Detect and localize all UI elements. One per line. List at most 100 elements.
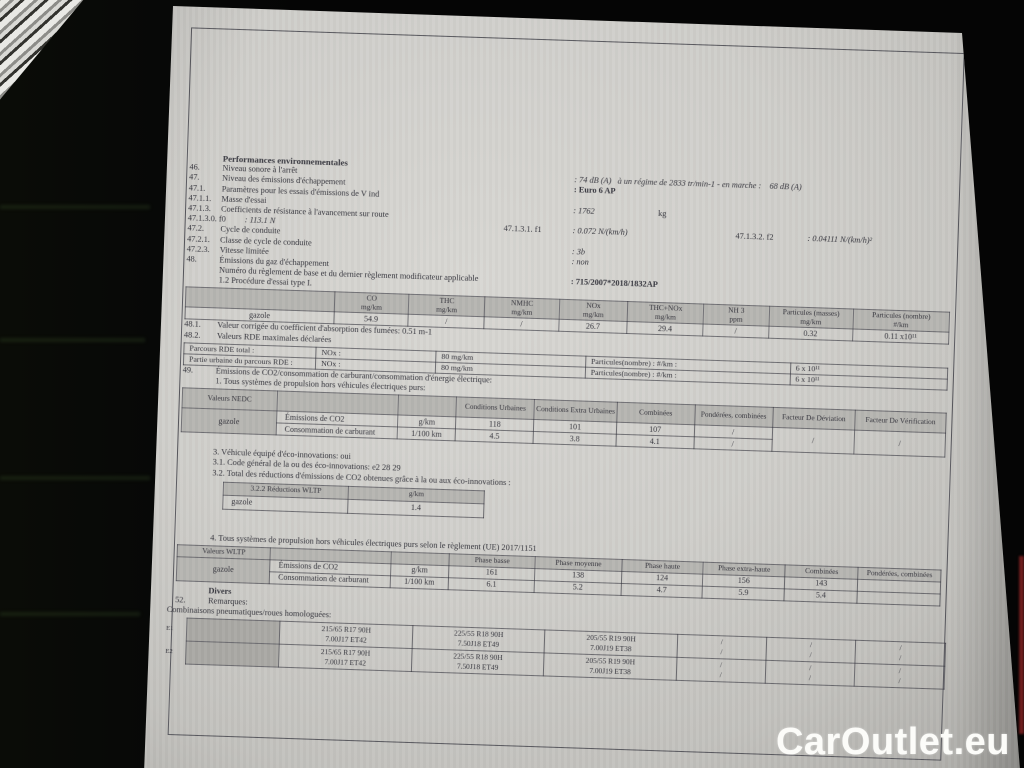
table-cell: g/km [390,563,449,578]
item-number: 47.1.3. [187,203,212,214]
table-header-row: CO mg/km THC mg/km NMHC mg/km NOx mg/km THC+… [185,287,950,333]
col-header: Particules (masses) [782,307,840,319]
table-cell: NOx : [315,347,437,363]
table-cell [185,287,335,313]
table-cell: 3.8 [533,431,617,447]
table-row: gazole Émissions de CO2 g/km 161 138 124… [176,556,941,594]
table-header-row: Valeurs NEDC Conditions Urbaines Conditi… [181,387,947,434]
table-row: Partie urbaine du parcours RDE : NOx : 8… [183,353,948,390]
item-label: 4. Tous systèmes de propulsion hors véhi… [210,533,537,553]
table-cell: 118 [455,417,534,432]
doc-line-47: 47. Niveau des émissions d'échappement : … [189,173,954,209]
table-cell: NOx mg/km [558,299,629,322]
item-label: 3.2. Total des réductions d'émissions de… [212,467,511,487]
table-cell [186,617,281,644]
doc-line-1-2: 1.2 Procédure d'essai type I. [186,275,951,311]
table-cell [398,395,457,418]
col-header: Pondérées, combinées [858,567,942,582]
background-streak [0,205,150,209]
eco-line-3-1: 3.1. Code général de la ou des éco-innov… [180,457,945,493]
table-cell: 6 x 10¹¹ [790,362,948,379]
table-cell: NOx : [315,358,436,373]
wltp-table: Valeurs WLTP Phase basse Phase moyenne P… [176,544,942,606]
rde-table: Parcours RDE total : NOx : 80 mg/km Part… [183,342,948,390]
doc-line-48-1: 48.1. Valeur corrigée du coefficient d'ab… [184,320,949,356]
col-header: 3.2.2 Réductions WLTP [223,481,349,500]
document-content: Performances environnementales 46. Niveau… [143,6,1000,768]
col-header: THC+NOx [648,303,683,314]
section-title: Performances environnementales [222,153,349,168]
slash: / [719,669,722,679]
table-row: E2 215/65 R17 90H 7.00J17 ET42 225/55 R18… [165,640,945,689]
item-unit: kg [658,208,667,219]
item-label: Vitesse limitée [219,245,269,256]
table-cell: 124 [621,571,704,587]
slash: / [719,659,723,669]
table-cell: 1/100 km [397,427,456,442]
table-cell: 1.4 [347,499,484,518]
table-row: gazole Émissions de CO2 g/km 118 101 107… [181,407,946,458]
rim-size: 7.00J17 ET42 [324,656,367,668]
col-header: NMHC [510,298,534,309]
table-row: Consommation de carburant 1/100 km 6.1 5… [176,569,941,606]
col-unit: mg/km [436,304,458,315]
background-streak [0,612,140,616]
table-cell: CO mg/km [334,292,409,315]
item-value: : 715/2007*2018/1832AP [570,277,658,290]
slash: / [809,662,812,672]
table-header-row: 3.2.2 Réductions WLTP g/km [223,481,485,504]
rim-size: 7.00J19 ET38 [589,665,631,676]
col-unit: mg/km [800,316,822,327]
table-cell: / / [676,656,766,683]
doc-line-47-1: 47.1. Paramètres pour les essais d'émissi… [189,183,954,219]
table-cell: Émissions de CO2 [276,411,399,428]
nedc-table: Valeurs NEDC Conditions Urbaines Conditi… [181,387,947,458]
item-label: Valeur corrigée du coefficient d'absorpt… [217,320,433,337]
item-number [179,474,212,475]
coef-f2-key: 47.1.3.2. f2 [735,231,774,242]
col-header: Phase moyenne [535,556,622,572]
table-cell: THC+NOx mg/km [627,301,704,325]
doc-line-48-2: 48.2. Valeurs RDE maximales déclarées [184,330,949,366]
item-label: 3.1. Code général de la ou des éco-innov… [212,457,401,473]
item-number [177,539,210,540]
table-cell: / / [765,636,856,663]
table-cell: 138 [534,568,622,584]
item-label: Valeurs RDE maximales déclarées [216,331,332,344]
col-unit: #/km [893,319,909,330]
row-label: gazole [181,407,277,436]
item-label: 1. Tous systèmes de propulsion hors véhi… [215,376,426,393]
table-cell: NH 3 ppm [702,304,770,327]
col-header: CO [366,293,378,304]
table-cell [185,640,280,667]
slash: / [899,642,902,652]
col-header: Phase haute [621,559,704,575]
table-cell: / [484,317,559,332]
rim-size: 7.00J19 ET38 [589,642,632,653]
table-cell: / [407,314,485,330]
tire-size: 205/55 R19 90H [586,632,636,643]
doc-line-48: 48. Émissions du gaz d'échappement [186,254,951,290]
table-cell: / [702,324,769,339]
tire-spec-cell: 215/65 R17 90H 7.00J17 ET42 [279,620,413,649]
doc-line-f0-f1-f2: 47.1.3.0. f0 : 113.1 N 47.1.3.1. f1 : 0.… [188,214,953,250]
coef-f1-key: 47.1.3.1. f1 [503,223,542,235]
item-label: Niveau des émissions d'échappement [221,173,346,187]
coef-f0-key: 47.1.3.0. f0 [187,213,226,224]
item-label: Masse d'essai [221,194,267,205]
doc-line-48b: Numéro du règlement de base et du dernie… [186,264,951,300]
table-row: Consommation de carburant 1/100 km 4.5 3… [181,420,945,457]
rim-size: 7.00J17 ET42 [325,633,367,645]
item-number [180,464,213,465]
table-cell: / / [764,659,856,686]
table-cell: 54.9 [333,312,409,327]
col-header: Particules (nombre) [871,310,931,322]
row-label: gazole [176,556,271,584]
watermark: CarOutlet.eu [775,721,1010,763]
tire-spec-cell: 225/55 R18 90H 7.50J18 ET49 [411,625,546,653]
item-number: 52. [174,595,186,605]
col-unit: mg/km [511,307,533,317]
tire-size: 225/55 R18 90H [453,627,504,639]
doc-line-47-1-3: 47.1.3. Coefficients de résistance à l'av… [188,203,953,239]
